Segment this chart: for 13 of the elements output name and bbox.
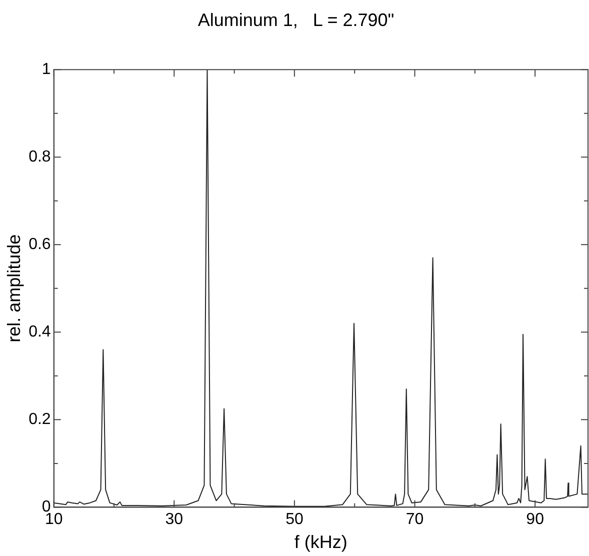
y-axis-title: rel. amplitude [4, 234, 24, 342]
x-tick-label: 50 [286, 511, 304, 528]
y-tick-label: 0.8 [28, 148, 51, 166]
y-tick-label: 0.4 [28, 324, 51, 341]
y-tick-label: 0.2 [28, 411, 51, 428]
x-axis-title: f (kHz) [294, 532, 348, 552]
x-tick-label: 90 [526, 511, 544, 528]
y-tick-label: 0.6 [28, 236, 51, 254]
x-tick-label: 30 [165, 511, 184, 528]
x-tick-label: 70 [406, 511, 424, 528]
x-tick-label: 10 [44, 511, 63, 528]
chart-title: Aluminum 1, L = 2.790" [198, 10, 394, 30]
y-tick-label: 1 [42, 61, 51, 78]
